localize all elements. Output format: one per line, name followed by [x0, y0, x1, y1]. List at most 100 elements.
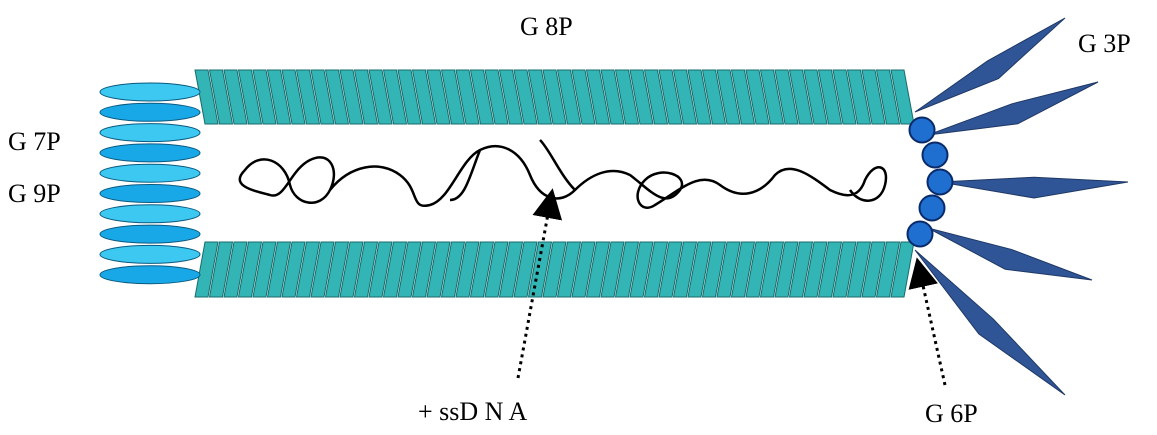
- g3p-protein: [927, 81, 1099, 136]
- cap-protein: [99, 143, 201, 163]
- label-g8p: G 8P: [520, 12, 573, 41]
- stripe: [411, 241, 437, 298]
- label-g7p: G 7P: [8, 127, 61, 156]
- cap-protein: [99, 265, 201, 285]
- stripe: [846, 69, 872, 125]
- stripe: [556, 69, 582, 125]
- stripe: [208, 69, 234, 125]
- stripe: [310, 241, 335, 298]
- stripe: [629, 241, 654, 298]
- stripe: [832, 69, 857, 125]
- stripe: [455, 69, 480, 125]
- stripe: [324, 241, 350, 298]
- stripe: [194, 69, 219, 125]
- cap-protein: [99, 102, 201, 122]
- stripe: [527, 241, 553, 298]
- stripe: [774, 241, 799, 298]
- stripe: [382, 69, 408, 125]
- g6p-arrow: [908, 257, 947, 386]
- cap-protein: [99, 163, 201, 183]
- stripe: [542, 69, 567, 125]
- stripe: [513, 69, 538, 125]
- stripe: [455, 241, 480, 298]
- stripe: [208, 241, 234, 298]
- stripe: [832, 241, 857, 298]
- g6p-proteins: [906, 116, 954, 248]
- stripe: [310, 69, 335, 125]
- cap-protein: [99, 204, 201, 224]
- stripe: [658, 241, 683, 298]
- stripe: [339, 69, 364, 125]
- stripe: [426, 241, 451, 298]
- stripe: [281, 69, 306, 125]
- g3p-protein: [939, 176, 1129, 199]
- stripe: [687, 69, 712, 125]
- stripe: [643, 241, 669, 298]
- g6p-protein: [926, 168, 954, 196]
- stripe: [397, 69, 422, 125]
- stripe: [846, 241, 872, 298]
- stripe: [672, 241, 698, 298]
- stripe: [745, 241, 770, 298]
- cap-protein: [99, 82, 201, 102]
- g3p-protein: [914, 249, 1066, 396]
- stripe: [237, 241, 263, 298]
- stripe: [223, 69, 248, 125]
- stripe: [353, 241, 379, 298]
- stripe: [368, 241, 393, 298]
- cap-protein: [99, 123, 201, 143]
- stripe: [484, 241, 509, 298]
- stripe: [701, 241, 727, 298]
- stripe: [469, 241, 495, 298]
- cap-protein: [99, 244, 201, 264]
- label-g6p: G 6P: [925, 399, 978, 428]
- stripe: [252, 241, 277, 298]
- stripe: [426, 69, 451, 125]
- stripe: [629, 69, 654, 125]
- stripe: [716, 69, 741, 125]
- cap-protein: [99, 184, 201, 203]
- stripe: [324, 69, 350, 125]
- g6p-protein: [921, 141, 949, 169]
- stripe: [382, 241, 408, 298]
- stripe: [266, 69, 292, 125]
- g3p-protein: [914, 17, 1066, 113]
- stripe: [498, 69, 524, 125]
- stripe: [658, 69, 683, 125]
- stripe: [861, 69, 886, 125]
- ssdna: [238, 139, 888, 209]
- label-g3p: G 3P: [1078, 29, 1131, 58]
- stripe: [440, 241, 466, 298]
- g6p-protein: [908, 116, 936, 144]
- stripe: [440, 69, 466, 125]
- coat-protein-tube: [194, 69, 915, 298]
- stripe: [614, 241, 640, 298]
- stripe: [730, 241, 756, 298]
- stripe: [788, 241, 814, 298]
- stripe: [527, 69, 553, 125]
- stripe: [716, 241, 741, 298]
- g6p-protein: [918, 194, 946, 222]
- g7p-g9p-cap: [99, 82, 201, 285]
- stripe: [469, 69, 495, 125]
- g3p-proteins: [914, 17, 1129, 396]
- stripe: [295, 241, 321, 298]
- stripe: [223, 241, 248, 298]
- stripe: [194, 241, 219, 298]
- stripe: [571, 69, 596, 125]
- stripe: [614, 69, 640, 125]
- stripe: [600, 69, 625, 125]
- stripe: [701, 69, 727, 125]
- stripe: [585, 69, 611, 125]
- stripe: [498, 241, 524, 298]
- stripe: [861, 241, 886, 298]
- stripe: [339, 241, 364, 298]
- stripe: [411, 69, 437, 125]
- ssdna-arrow: [516, 188, 563, 379]
- stripe: [237, 69, 263, 125]
- stripe: [875, 241, 901, 298]
- stripe: [368, 69, 393, 125]
- stripe: [513, 241, 538, 298]
